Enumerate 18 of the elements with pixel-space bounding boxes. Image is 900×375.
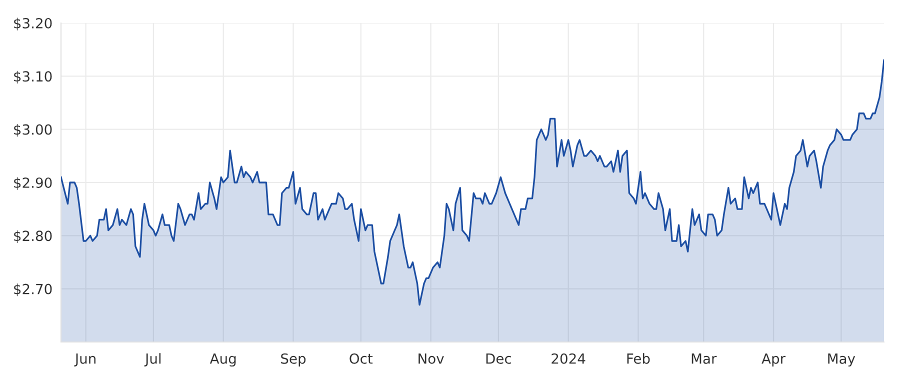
x-tick-label: Dec xyxy=(486,354,512,364)
x-tick-label: Feb xyxy=(627,353,650,364)
y-tick-label: $3.20 xyxy=(14,18,52,30)
x-tick-label: Apr xyxy=(762,354,786,367)
y-tick-label: $2.70 xyxy=(14,284,52,296)
x-tick-label: Aug xyxy=(210,354,236,367)
x-tick-label: Nov xyxy=(418,354,444,364)
x-tick-label: Oct xyxy=(350,353,373,364)
x-tick-label: Jun xyxy=(74,354,96,366)
y-tick-label: $2.80 xyxy=(14,230,52,243)
y-tick-label: $3.00 xyxy=(14,124,52,137)
x-tick-label: Mar xyxy=(692,354,717,364)
y-tick-label: $3.10 xyxy=(14,70,52,84)
x-tick-label: Sep xyxy=(281,353,306,367)
x-tick-label: May xyxy=(828,354,856,367)
x-tick-label: 2024 xyxy=(552,353,586,364)
x-tick-label: Jul xyxy=(144,353,161,366)
y-tick-label: $2.90 xyxy=(14,177,52,190)
